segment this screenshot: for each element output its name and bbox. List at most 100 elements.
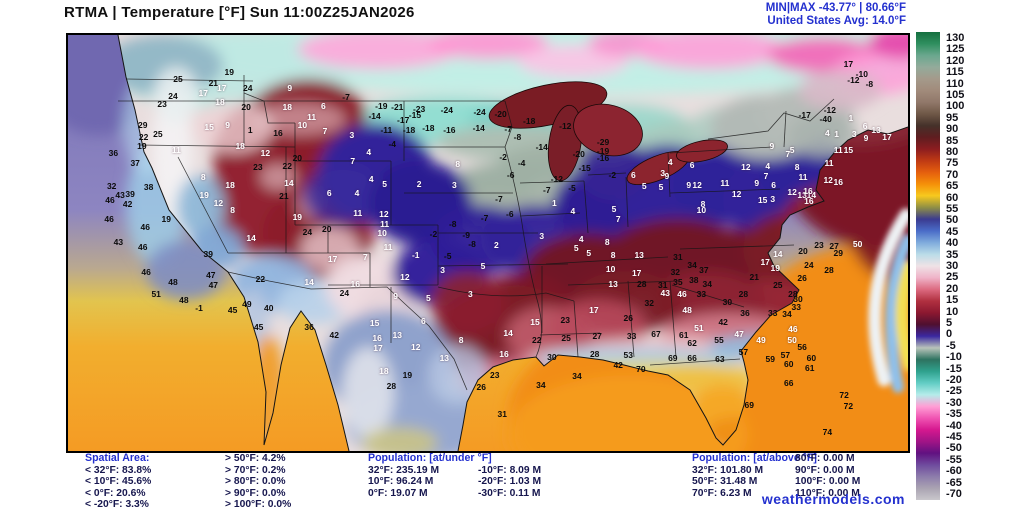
pop-over-col1: 32°F: 101.80 M 50°F: 31.48 M 70°F: 6.23 M xyxy=(692,465,763,500)
station-temp: 34 xyxy=(782,308,792,319)
station-temp: 13 xyxy=(439,352,450,363)
colorbar-tick: -30 xyxy=(946,396,962,409)
stat-line: -10°F: 8.09 M xyxy=(478,464,542,476)
station-temp: 60 xyxy=(806,352,817,363)
station-temp: 69 xyxy=(744,399,754,410)
station-temp: 14 xyxy=(284,177,294,188)
stat-line: 100°F: 0.00 M xyxy=(795,476,861,488)
station-temp: 27 xyxy=(829,240,839,251)
station-temp: -19 xyxy=(375,100,388,111)
colorbar-tick: 115 xyxy=(946,66,964,79)
stat-line: > 90°F: 0.0% xyxy=(225,487,286,499)
station-temp: -19 xyxy=(596,145,610,156)
colorbar-tick: -50 xyxy=(946,442,962,455)
station-temp: 8 xyxy=(604,236,610,247)
station-temp: 24 xyxy=(168,90,178,101)
station-temp: 17 xyxy=(843,58,854,69)
station-temp: 18 xyxy=(379,365,389,376)
station-temp: -20 xyxy=(572,148,585,159)
station-temp: 5 xyxy=(425,292,431,303)
station-temp: 36 xyxy=(304,321,314,332)
station-temp: -7 xyxy=(543,184,551,195)
station-temp: -17 xyxy=(397,114,410,125)
station-temp: 51 xyxy=(151,288,161,299)
station-temp: 62 xyxy=(687,337,697,348)
station-temp: 17 xyxy=(589,304,599,315)
station-temp: -9 xyxy=(462,229,470,240)
station-temp: 11 xyxy=(720,177,730,188)
station-temp: 12 xyxy=(260,147,271,158)
station-temp: 33 xyxy=(768,307,778,318)
station-temp: -20 xyxy=(494,108,507,119)
colorbar xyxy=(916,32,940,500)
station-temp: 17 xyxy=(198,87,208,98)
station-temp: 9 xyxy=(769,140,775,151)
temperature-field-graphic xyxy=(68,35,908,451)
station-temp: 11 xyxy=(307,111,317,122)
station-temp: 5 xyxy=(789,144,795,155)
colorbar-tick: 130 xyxy=(946,32,965,44)
colorbar-tick: 90 xyxy=(946,123,959,136)
stat-line: 110°F: 0.00 M xyxy=(795,487,860,499)
station-temp: 15 xyxy=(757,194,768,205)
station-temp: 7 xyxy=(322,125,328,136)
colorbar-tick: -65 xyxy=(946,476,962,489)
colorbar-tick: 55 xyxy=(946,203,959,215)
station-temp: 49 xyxy=(756,334,766,345)
colorbar-tick: -60 xyxy=(946,465,962,478)
station-temp: 28 xyxy=(386,380,397,391)
station-temp: 6 xyxy=(771,179,776,190)
station-temp: 38 xyxy=(689,274,699,285)
station-temp: 47 xyxy=(208,279,219,290)
station-temp: 59 xyxy=(765,353,775,364)
station-temp: 3 xyxy=(851,128,857,139)
colorbar-tick: -35 xyxy=(946,408,962,421)
station-temp: 30 xyxy=(547,351,557,362)
station-temp: 11 xyxy=(383,241,393,252)
weathermodels-link: weathermodels.com xyxy=(761,491,905,507)
station-temp: -15 xyxy=(408,109,422,120)
colorbar-tick: 120 xyxy=(946,54,965,67)
station-temp: 12 xyxy=(823,174,833,185)
colorbar-tick: 15 xyxy=(946,294,959,307)
station-temp: -18 xyxy=(402,124,416,135)
colorbar-tick: -20 xyxy=(946,374,962,386)
station-temp: 7 xyxy=(350,155,356,166)
stat-line: > 100°F: 0.0% xyxy=(225,499,292,511)
station-temp: 42 xyxy=(613,359,623,370)
station-temp: 25 xyxy=(561,332,571,343)
station-temp: 3 xyxy=(539,230,545,241)
station-temp: 13 xyxy=(608,278,618,289)
station-temp: 17 xyxy=(216,82,227,93)
station-temp: -12 xyxy=(550,173,564,184)
colorbar-tick: -10 xyxy=(946,351,962,364)
station-temp: 24 xyxy=(302,226,313,237)
station-temp: -7 xyxy=(504,123,512,134)
stat-line: > 80°F: 0.0% xyxy=(225,476,286,488)
station-temp: 6 xyxy=(320,100,326,111)
station-temp: -23 xyxy=(412,103,426,114)
station-temp: 37 xyxy=(130,157,140,168)
station-temp: 28 xyxy=(589,348,600,359)
station-temp: 1 xyxy=(834,128,839,139)
station-temp: 23 xyxy=(253,161,263,172)
station-temp: 16 xyxy=(273,127,283,138)
colorbar-tick: 25 xyxy=(946,271,959,284)
station-temp: 15 xyxy=(204,121,214,132)
station-temp: 3 xyxy=(440,264,445,275)
station-temp: 33 xyxy=(696,288,707,299)
colorbar-tick: -70 xyxy=(946,488,962,500)
station-temp: 8 xyxy=(700,198,706,209)
station-temp: 34 xyxy=(702,278,712,289)
station-temp: 46 xyxy=(104,213,114,224)
station-temp: 18 xyxy=(215,96,225,107)
station-temp: 28 xyxy=(788,288,798,299)
station-temp: -1 xyxy=(411,249,420,260)
stat-line: -30°F: 0.11 M xyxy=(478,487,541,499)
station-temp: 50 xyxy=(787,334,797,345)
station-temp: 8 xyxy=(230,204,235,215)
station-temp: 11 xyxy=(824,157,834,168)
pop-over-header: Population: [at/above °F] xyxy=(692,452,817,464)
station-temp: -4 xyxy=(517,157,526,168)
station-temp: 16 xyxy=(803,185,813,196)
